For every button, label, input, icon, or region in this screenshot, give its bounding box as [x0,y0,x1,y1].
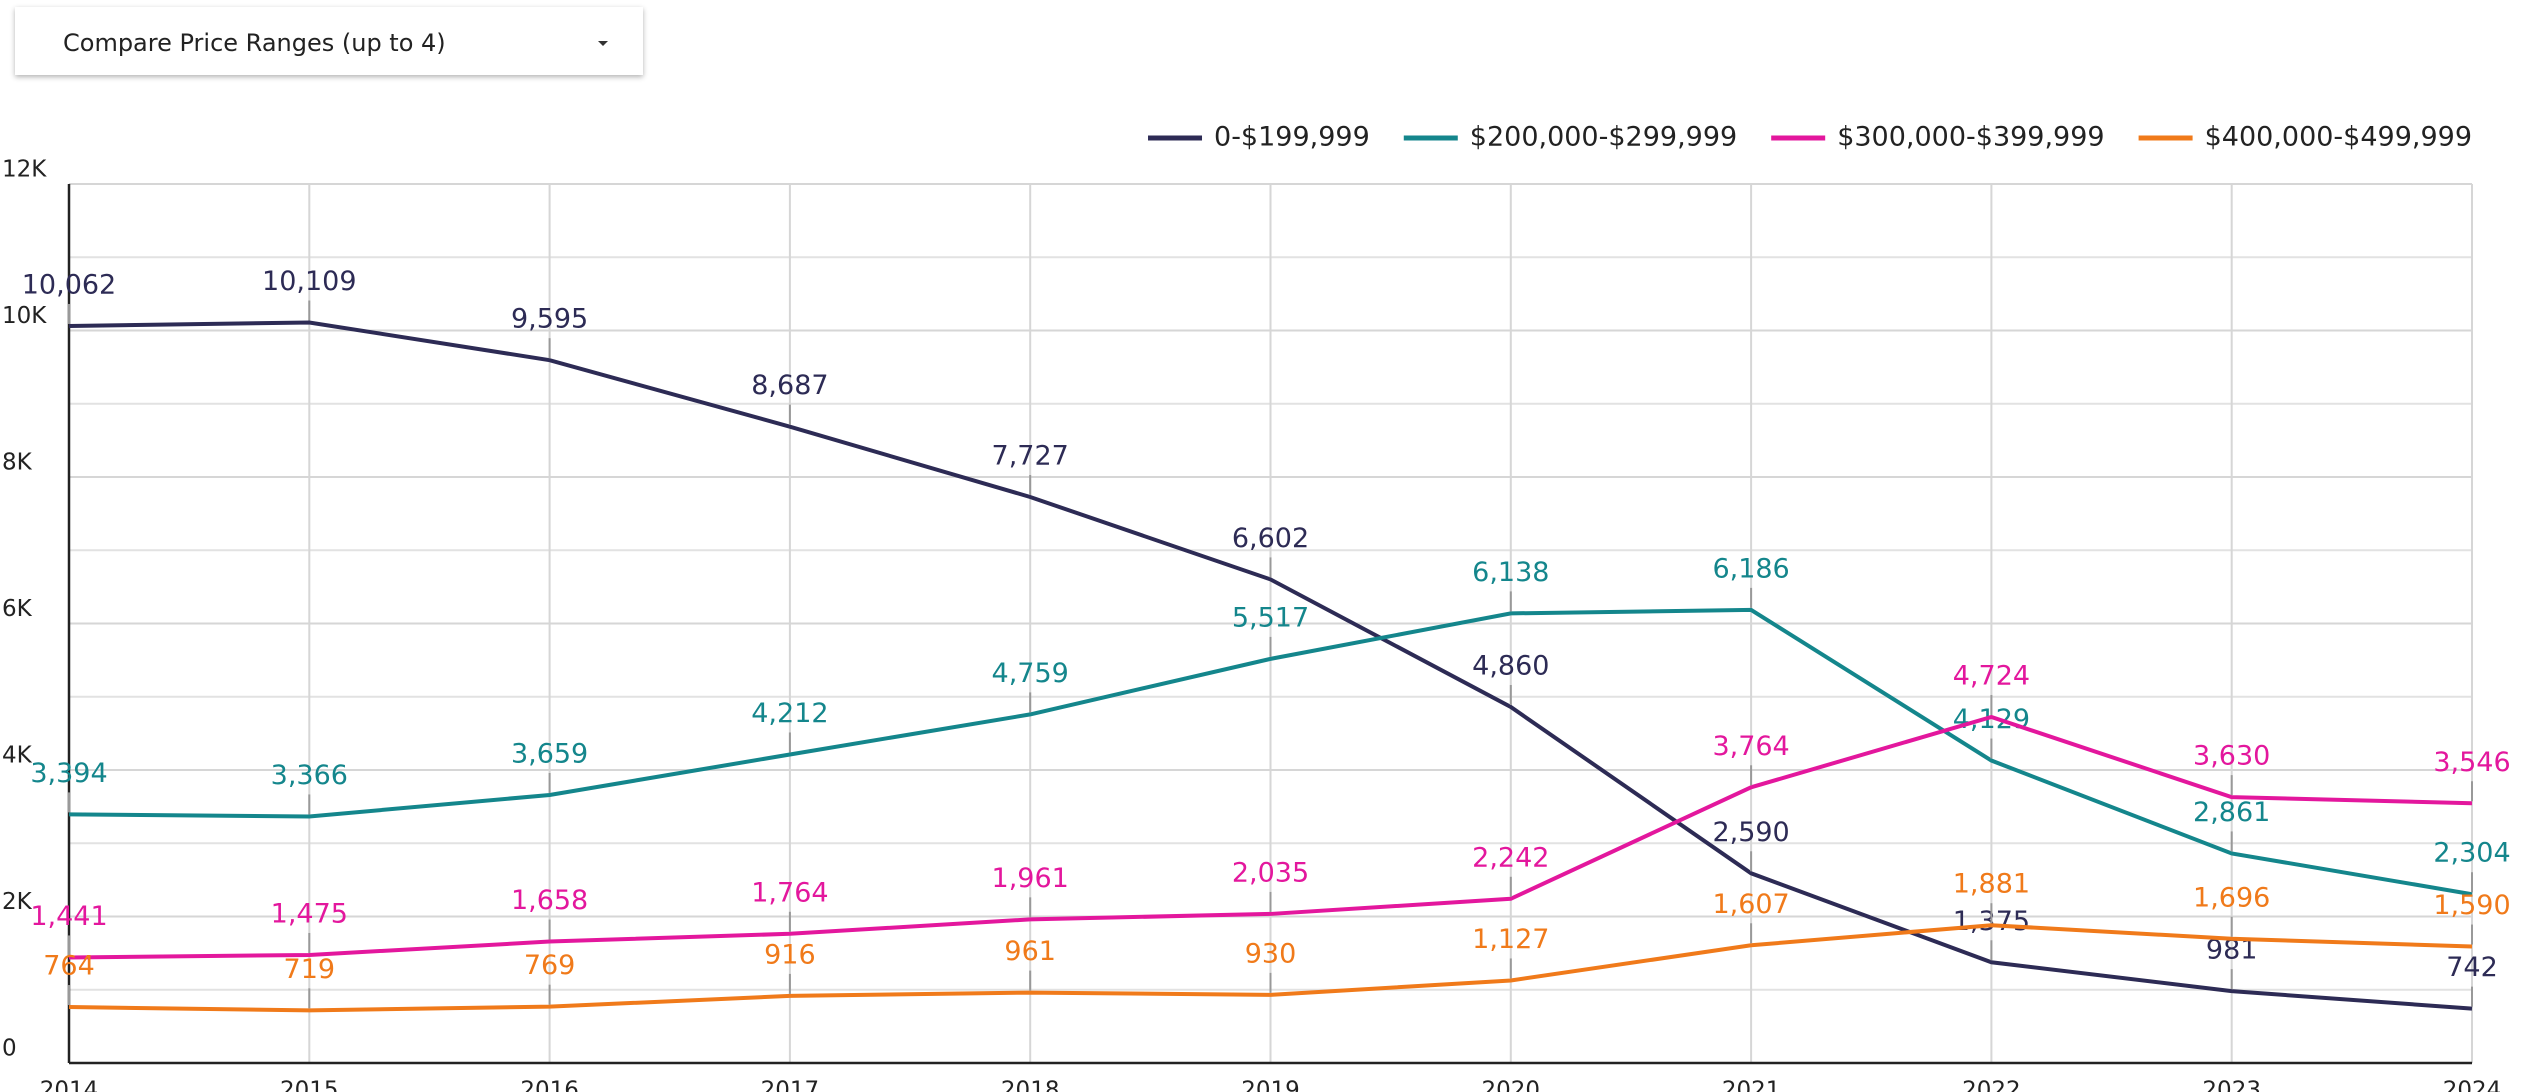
x-tick-label: 2015 [280,1078,339,1092]
data-label: 3,630 [2193,741,2270,772]
data-label: 3,394 [30,758,107,789]
data-label: 3,764 [1712,731,1789,762]
y-tick-label: 8K [2,450,33,476]
data-label: 1,658 [511,885,588,916]
data-label: 2,861 [2193,797,2270,828]
y-tick-label: 6K [2,596,33,622]
legend-label: 0-$199,999 [1214,122,1370,153]
data-label: 6,602 [1232,523,1309,554]
data-label: 1,441 [30,901,107,932]
x-tick-label: 2017 [761,1078,820,1092]
data-label: 3,366 [271,760,348,791]
data-label: 4,860 [1472,651,1549,682]
data-label: 769 [524,950,576,981]
x-tick-label: 2019 [1241,1078,1300,1092]
y-tick-label: 10K [2,303,47,329]
data-label: 916 [764,939,816,970]
data-label: 6,186 [1712,553,1789,584]
data-label: 1,475 [271,898,348,929]
data-label: 5,517 [1232,602,1309,633]
legend-label: $400,000-$499,999 [2205,122,2472,153]
data-label: 3,659 [511,738,588,769]
dropdown-arrow[interactable] [598,41,608,46]
data-label: 719 [284,954,336,985]
legend-label: $200,000-$299,999 [1470,122,1737,153]
x-tick-label: 2014 [40,1078,99,1092]
data-label: 961 [1004,936,1056,967]
data-label: 2,242 [1472,842,1549,873]
series-line [68,923,2473,1013]
data-label: 1,590 [2433,890,2510,921]
series-line [68,320,2473,1011]
data-label: 3,546 [2433,747,2510,778]
data-label: 2,035 [1232,857,1309,888]
data-label: 2,590 [1712,817,1789,848]
x-tick-label: 2018 [1001,1078,1060,1092]
x-tick-label: 2021 [1722,1078,1781,1092]
data-label: 4,724 [1953,660,2030,691]
y-tick-label: 2K [2,889,33,915]
data-label: 2,304 [2433,838,2510,869]
data-label: 742 [2446,952,2498,983]
x-tick-label: 2024 [2443,1078,2502,1092]
legend-label: $300,000-$399,999 [1837,122,2104,153]
series-line [68,714,2473,960]
dropdown-label[interactable]: Compare Price Ranges (up to 4) [63,29,446,57]
x-tick-label: 2022 [1962,1078,2021,1092]
series-line [68,607,2473,897]
data-label: 1,764 [751,877,828,908]
data-label: 10,062 [22,269,116,300]
x-tick-label: 2016 [520,1078,579,1092]
data-label: 930 [1245,938,1297,969]
data-label: 764 [43,951,95,982]
data-label: 4,759 [992,658,1069,689]
data-label: 1,607 [1712,889,1789,920]
legend: $400,000-$499,999 $300,000-$399,999 $200,0… [1148,122,2472,153]
data-label: 7,727 [992,440,1069,471]
data-label: 1,696 [2193,882,2270,913]
y-tick-label: 12K [2,157,47,183]
dropdown[interactable]: Compare Price Ranges (up to 4) [15,7,643,75]
x-tick-label: 2020 [1482,1078,1541,1092]
data-label: 10,109 [262,266,356,297]
data-label: 6,138 [1472,557,1549,588]
y-tick-label: 0 [2,1036,17,1062]
data-label: 4,212 [751,698,828,729]
data-label: 1,961 [992,863,1069,894]
data-label: 8,687 [751,370,828,401]
data-label: 9,595 [511,304,588,335]
x-tick-label: 2023 [2202,1078,2261,1092]
data-label: 1,127 [1472,924,1549,955]
data-label: 1,881 [1953,869,2030,900]
y-tick-label: 4K [2,743,33,769]
